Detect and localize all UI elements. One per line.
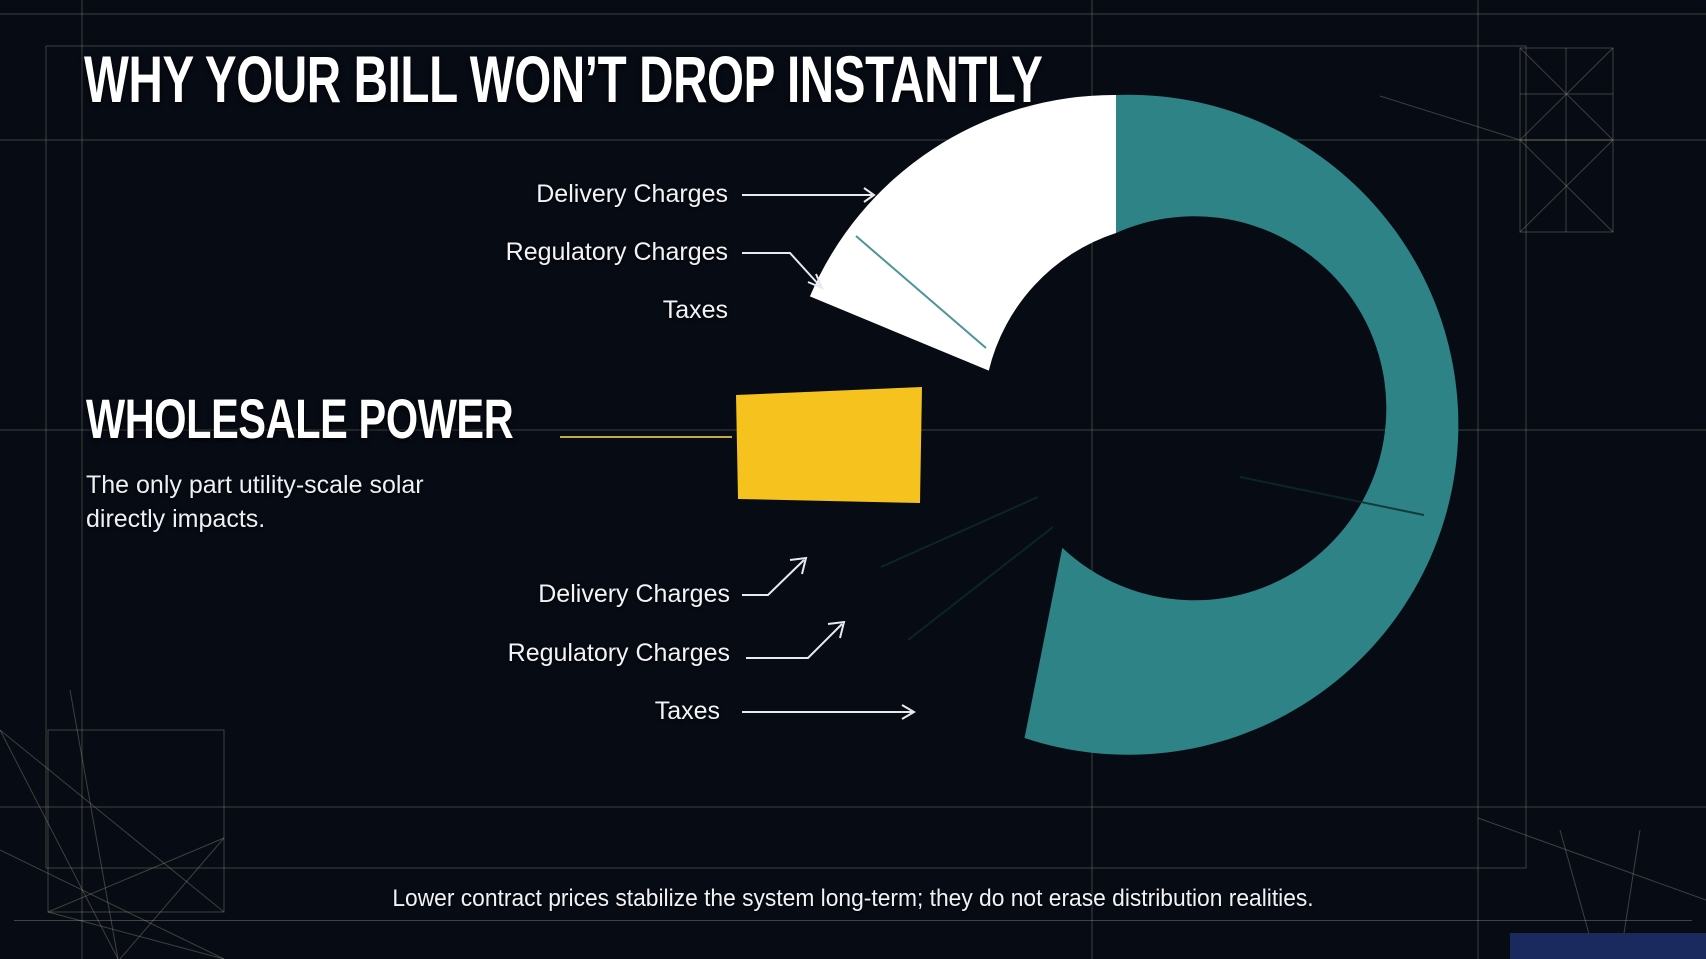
leader-line-top-regulatory bbox=[742, 252, 824, 290]
callout-bottom-taxes: Taxes bbox=[654, 697, 720, 725]
separator-white-1 bbox=[855, 235, 987, 349]
corner-accent-chip bbox=[1510, 933, 1706, 959]
wholesale-power-block: WHOLESALE POWER The only part utility-sc… bbox=[86, 387, 686, 537]
callout-top-taxes: Taxes bbox=[662, 296, 728, 324]
wholesale-description-line2: directly impacts. bbox=[86, 504, 266, 533]
leader-line-bottom-delivery bbox=[742, 556, 808, 596]
segment-teal-main bbox=[1024, 94, 1459, 755]
leader-line-bottom-taxes bbox=[742, 704, 916, 720]
separator-teal-1 bbox=[880, 496, 1039, 568]
footer-divider bbox=[14, 920, 1692, 921]
separator-teal-2 bbox=[907, 526, 1054, 641]
separator-teal-3 bbox=[1239, 476, 1425, 516]
leader-line-wholesale-gold bbox=[560, 436, 732, 438]
page-title: WHY YOUR BILL WON’T DROP INSTANTLY bbox=[84, 42, 1043, 116]
wholesale-heading: WHOLESALE POWER bbox=[86, 387, 514, 450]
segment-white bbox=[809, 94, 1116, 371]
donut-segments bbox=[736, 94, 1459, 755]
donut-chart bbox=[708, 94, 1459, 765]
wholesale-description: The only part utility-scale solar direct… bbox=[86, 469, 506, 537]
callout-top-regulatory-charges: Regulatory Charges bbox=[505, 238, 728, 266]
callout-bottom-delivery-charges: Delivery Charges bbox=[538, 580, 730, 608]
segment-gold-wholesale bbox=[736, 387, 922, 503]
footer-caption: Lower contract prices stabilize the syst… bbox=[392, 885, 1314, 912]
callout-top-delivery-charges: Delivery Charges bbox=[536, 180, 728, 208]
leader-line-top-delivery bbox=[742, 187, 876, 203]
leader-line-bottom-regulatory bbox=[746, 620, 846, 659]
wholesale-description-line1: The only part utility-scale solar bbox=[86, 470, 424, 499]
callout-bottom-regulatory-charges: Regulatory Charges bbox=[507, 639, 730, 667]
